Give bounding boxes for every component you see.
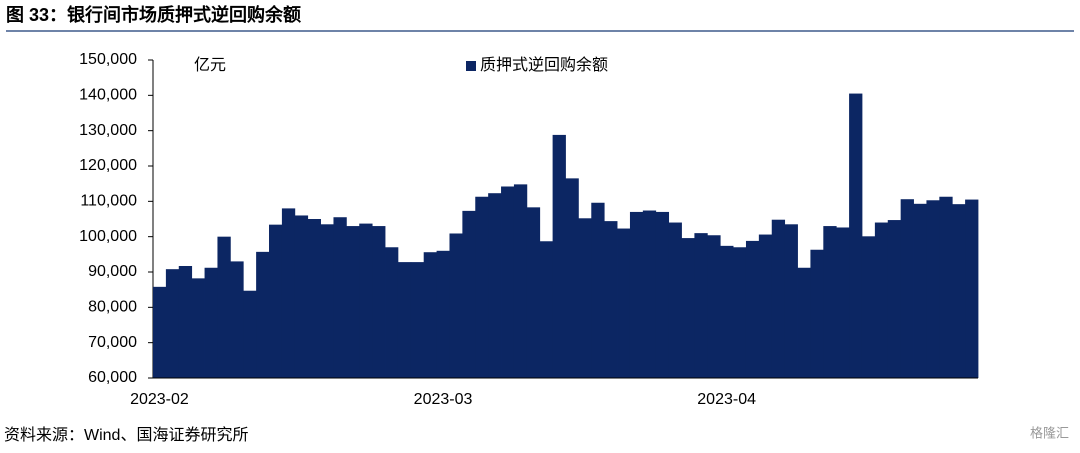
y-tick-label: 90,000 xyxy=(88,263,137,280)
bar xyxy=(578,218,592,378)
bar xyxy=(771,219,786,378)
y-tick-label: 80,000 xyxy=(88,299,137,316)
bar xyxy=(281,208,296,378)
bar xyxy=(681,238,695,378)
bar xyxy=(217,236,231,378)
bar xyxy=(900,199,914,378)
bar xyxy=(294,215,309,378)
y-tick-label: 110,000 xyxy=(80,193,137,210)
y-tick-label: 130,000 xyxy=(79,122,137,139)
y-tick-label: 140,000 xyxy=(79,87,137,104)
bar xyxy=(810,249,824,378)
bar xyxy=(475,196,489,378)
bar xyxy=(153,286,167,378)
bar xyxy=(952,204,966,378)
bar xyxy=(410,262,425,378)
bar xyxy=(784,224,798,378)
bar xyxy=(849,93,863,379)
y-tick-label: 150,000 xyxy=(79,51,137,68)
bar xyxy=(655,211,670,378)
legend-label: 质押式逆回购余额 xyxy=(480,55,608,74)
bar xyxy=(165,269,180,378)
bar xyxy=(668,222,682,378)
bar xyxy=(913,203,927,378)
source-note: 资料来源：Wind、国海证券研究所 xyxy=(4,426,248,444)
bar xyxy=(372,226,386,378)
y-unit: 亿元 xyxy=(194,56,226,74)
y-tick-label: 100,000 xyxy=(79,228,137,245)
bar xyxy=(823,226,837,378)
y-tick-label: 70,000 xyxy=(88,334,137,351)
bar xyxy=(307,219,321,378)
bar xyxy=(758,234,773,378)
bar xyxy=(204,267,218,378)
bar xyxy=(642,210,657,378)
bar xyxy=(745,240,760,378)
bar xyxy=(539,241,554,378)
bar xyxy=(320,224,334,378)
bar xyxy=(939,196,953,378)
bar xyxy=(874,222,889,378)
bar xyxy=(707,235,721,378)
bar xyxy=(359,223,373,378)
bar xyxy=(926,200,940,378)
bar xyxy=(462,210,476,378)
bar xyxy=(733,247,747,378)
bar xyxy=(861,236,876,378)
x-tick-label: 2023-02 xyxy=(130,391,189,408)
watermark: 格隆汇 xyxy=(1030,425,1069,440)
bar xyxy=(513,184,528,378)
bar xyxy=(797,267,811,378)
bar xyxy=(178,265,193,378)
bar xyxy=(333,217,347,378)
bar xyxy=(720,245,734,378)
bar xyxy=(385,247,399,378)
bar xyxy=(269,224,283,378)
bar xyxy=(346,226,360,378)
bar xyxy=(397,262,412,378)
bar xyxy=(887,220,902,378)
bar xyxy=(604,221,618,378)
bar xyxy=(230,261,244,378)
y-tick-label: 60,000 xyxy=(88,369,137,386)
bar xyxy=(501,186,515,378)
bar xyxy=(591,202,605,378)
bar xyxy=(436,250,450,378)
bar xyxy=(488,193,502,378)
x-tick-label: 2023-04 xyxy=(697,391,756,408)
bar xyxy=(423,252,437,378)
bar xyxy=(965,199,979,378)
figure-title: 图 33：银行间市场质押式逆回购余额 xyxy=(6,4,301,25)
x-tick-label: 2023-03 xyxy=(414,391,473,408)
bar xyxy=(552,134,566,378)
bar xyxy=(449,233,463,378)
bar xyxy=(256,251,270,378)
bar xyxy=(617,228,631,378)
bar xyxy=(836,227,850,378)
bar xyxy=(629,211,644,378)
bar xyxy=(565,178,579,378)
bar xyxy=(191,278,205,378)
y-tick-label: 120,000 xyxy=(79,157,137,174)
bar xyxy=(526,207,541,378)
legend-swatch xyxy=(466,61,476,71)
bar xyxy=(243,290,257,378)
bar xyxy=(694,233,708,378)
